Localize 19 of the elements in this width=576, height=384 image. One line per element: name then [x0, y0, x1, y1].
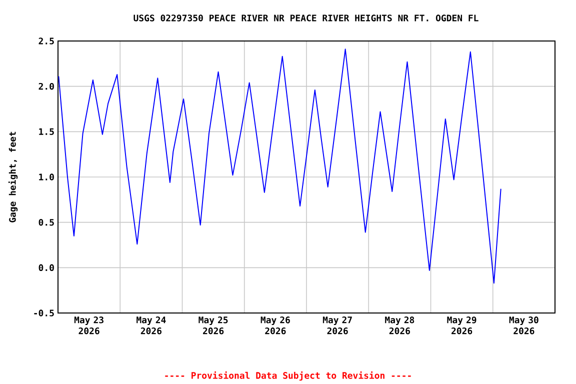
x-tick-label: May 24 2026: [136, 316, 166, 334]
x-tick-label: May 26 2026: [260, 316, 290, 334]
x-tick-label: May 25 2026: [198, 316, 228, 334]
x-tick-label: May 23 2026: [74, 316, 104, 334]
y-tick-label: 2.0: [38, 82, 54, 90]
x-tick-label: May 27 2026: [322, 316, 352, 334]
y-tick-label: 0.5: [38, 218, 54, 226]
y-tick-label: 2.5: [38, 38, 54, 44]
chart-title: USGS 02297350 PEACE RIVER NR PEACE RIVER HEIGHTS NR FT. OGDEN FL: [134, 14, 478, 22]
x-tick-label: May 30 2026: [509, 316, 538, 334]
line-series: [58, 48, 502, 284]
y-tick-label: 1.0: [39, 174, 54, 180]
y-tick-label: -0.5: [34, 310, 54, 316]
y-tick-label: 0.0: [38, 264, 54, 272]
y-axis-title: Gage height, feet: [8, 132, 18, 222]
y-tick-label: 1.5: [39, 128, 54, 135]
x-tick-label: May 28 2026: [385, 316, 414, 334]
text: ---- Provisional Data Subject to Revision ----: [165, 371, 411, 381]
x-tick-label: May 29 2026: [447, 316, 476, 334]
